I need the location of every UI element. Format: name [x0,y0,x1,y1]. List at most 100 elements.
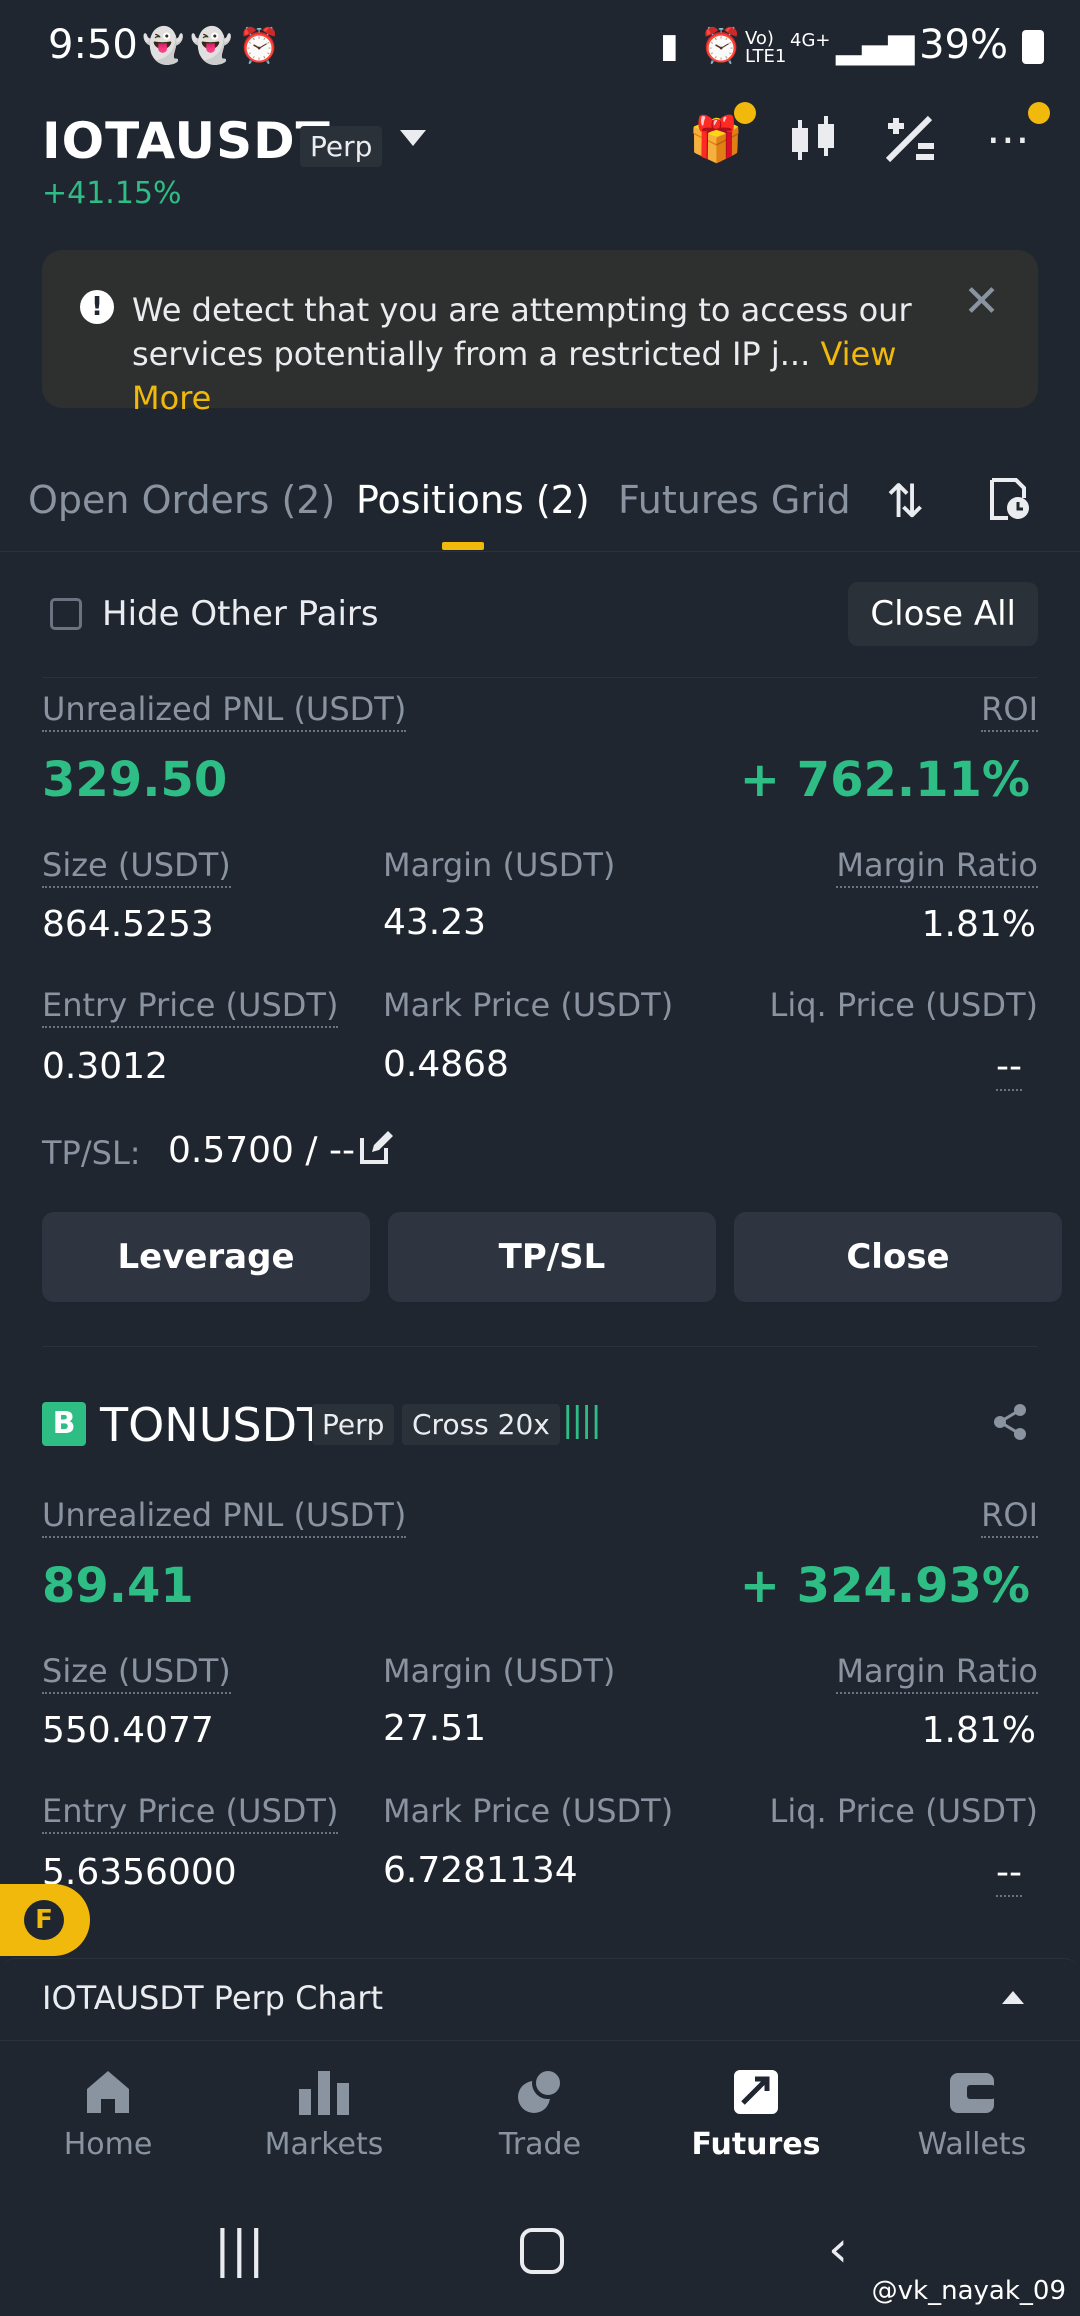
watermark: @vk_nayak_09 [871,2276,1066,2306]
entry-price-value: 0.3012 [42,1046,168,1087]
pnl-label-2[interactable]: Unrealized PNL (USDT) [42,1496,407,1538]
nav-wallets[interactable]: Wallets [872,2061,1072,2162]
liq-price-label: Liq. Price (USDT) [769,986,1039,1024]
liq-price-value: -- [996,1046,1022,1091]
snapchat-icon-2: 👻 [190,26,233,66]
view-more-link[interactable]: View More [132,335,897,417]
system-back-icon[interactable]: ‹ [828,2220,848,2278]
hide-other-pairs-label[interactable]: Hide Other Pairs [102,594,379,634]
nav-markets[interactable]: Markets [224,2061,424,2162]
pair-title[interactable]: IOTAUSDT [42,112,331,170]
margin-ratio-label-2[interactable]: Margin Ratio [836,1652,1038,1694]
alarm-status-icon: ⏰ [700,26,743,66]
tab-open-orders[interactable]: Open Orders (2) [28,478,336,522]
mark-price-value-2: 6.7281134 [383,1850,578,1891]
trade-icon [440,2061,640,2121]
roi-label-2[interactable]: ROI [981,1496,1038,1538]
battery-saver-icon: ▮ [660,26,679,66]
snapchat-icon: 👻 [142,26,185,66]
home-icon [8,2061,208,2121]
close-icon[interactable]: ✕ [963,276,1000,327]
chart-drawer-title: IOTAUSDT Perp Chart [42,1979,384,2017]
close-all-button[interactable]: Close All [848,582,1038,646]
perp-tag: Perp [300,126,383,167]
network-type-label: 4G+ [790,30,831,51]
history-icon[interactable] [988,476,1032,531]
wallet-icon [872,2061,1072,2121]
divider [42,677,1038,678]
divider-2 [42,1346,1038,1347]
system-home-icon[interactable] [520,2228,564,2274]
roi-label[interactable]: ROI [981,690,1038,732]
more-icon[interactable]: ⋯ [986,114,1030,165]
order-tabs: Open Orders (2) Positions (2) Futures Gr… [0,460,1080,552]
floating-widget-button[interactable]: F [0,1884,90,1956]
margin-label-2: Margin (USDT) [383,1652,616,1690]
close-position-button[interactable]: Close [734,1212,1062,1302]
alarm-icon: ⏰ [238,26,281,66]
nav-futures-label: Futures [691,2127,821,2162]
restricted-ip-banner: ! We detect that you are attempting to a… [42,250,1038,417]
pnl-label[interactable]: Unrealized PNL (USDT) [42,690,407,732]
unrealized-pnl-value-2: 89.41 [42,1558,194,1614]
tab-positions[interactable]: Positions (2) [356,478,590,522]
active-tab-indicator [442,542,484,550]
size-label-2[interactable]: Size (USDT) [42,1652,231,1694]
margin-label: Margin (USDT) [383,846,616,884]
tab-futures-grid[interactable]: Futures Grid [618,478,851,522]
status-bar: 9:50 👻 👻 ⏰ ▮ ⏰ Vo) LTE1 4G+ ▂▄▆ 39% [0,0,1080,96]
share-icon[interactable] [990,1402,1030,1452]
gift-icon[interactable]: 🎁 [688,114,744,165]
buy-side-badge: B [42,1402,86,1446]
recent-apps-icon[interactable]: ||| [214,2220,265,2278]
adl-indicator-icon: |||| [562,1400,602,1440]
expand-icon[interactable] [1002,1991,1024,2004]
hide-other-pairs-checkbox[interactable] [50,598,82,630]
mark-price-value: 0.4868 [383,1044,509,1085]
battery-icon [1022,30,1044,64]
margin-ratio-value: 1.81% [921,904,1036,945]
tpsl-label: TP/SL: [42,1134,141,1172]
position2-perp-tag: Perp [312,1404,395,1445]
margin-value: 43.23 [383,902,487,943]
banner-message: We detect that you are attempting to acc… [132,291,912,417]
unrealized-pnl-value: 329.50 [42,752,228,808]
liq-price-value-2: -- [996,1852,1022,1897]
nav-futures[interactable]: Futures [656,2061,856,2162]
chart-drawer[interactable]: IOTAUSDT Perp Chart [0,1958,1080,2040]
entry-price-label-2[interactable]: Entry Price (USDT) [42,1792,339,1834]
candlestick-icon[interactable] [786,112,842,168]
nav-trade-label: Trade [498,2127,582,2162]
tpsl-button[interactable]: TP/SL [388,1212,716,1302]
status-time: 9:50 [48,22,138,68]
sort-icon[interactable]: ⇅ [886,474,925,528]
entry-price-label[interactable]: Entry Price (USDT) [42,986,339,1028]
liq-price-label-2: Liq. Price (USDT) [769,1792,1039,1830]
nav-home-label: Home [63,2127,153,2162]
nav-home[interactable]: Home [8,2061,208,2162]
leverage-button[interactable]: Leverage [42,1212,370,1302]
tpsl-value: 0.5700 / -- [168,1130,355,1171]
pair-dropdown-icon[interactable] [400,130,426,146]
calculator-icon[interactable] [882,112,938,168]
edit-icon[interactable] [358,1130,394,1170]
price-change: +41.15% [42,176,182,211]
mark-price-label-2: Mark Price (USDT) [383,1792,674,1830]
nav-trade[interactable]: Trade [440,2061,640,2162]
entry-price-value-2: 5.6356000 [42,1852,237,1893]
futures-logo-icon: F [24,1900,64,1940]
margin-ratio-label[interactable]: Margin Ratio [836,846,1038,888]
mark-price-label: Mark Price (USDT) [383,986,674,1024]
more-notification-dot [1028,102,1050,124]
cross-leverage-tag[interactable]: Cross 20x [402,1404,560,1445]
roi-value: + 762.11% [739,752,1030,808]
signal-icon: ▂▄▆ [836,26,915,66]
futures-icon [656,2061,856,2121]
size-value-2: 550.4077 [42,1710,214,1751]
size-label[interactable]: Size (USDT) [42,846,231,888]
volte-label: Vo) LTE1 [745,28,787,67]
position2-pair[interactable]: TONUSDT [100,1398,326,1452]
bottom-navigation: Home Markets Trade Futures Wallets [0,2040,1080,2180]
notification-dot [734,102,756,124]
system-navigation: ||| ‹ @vk_nayak_09 [0,2180,1080,2316]
